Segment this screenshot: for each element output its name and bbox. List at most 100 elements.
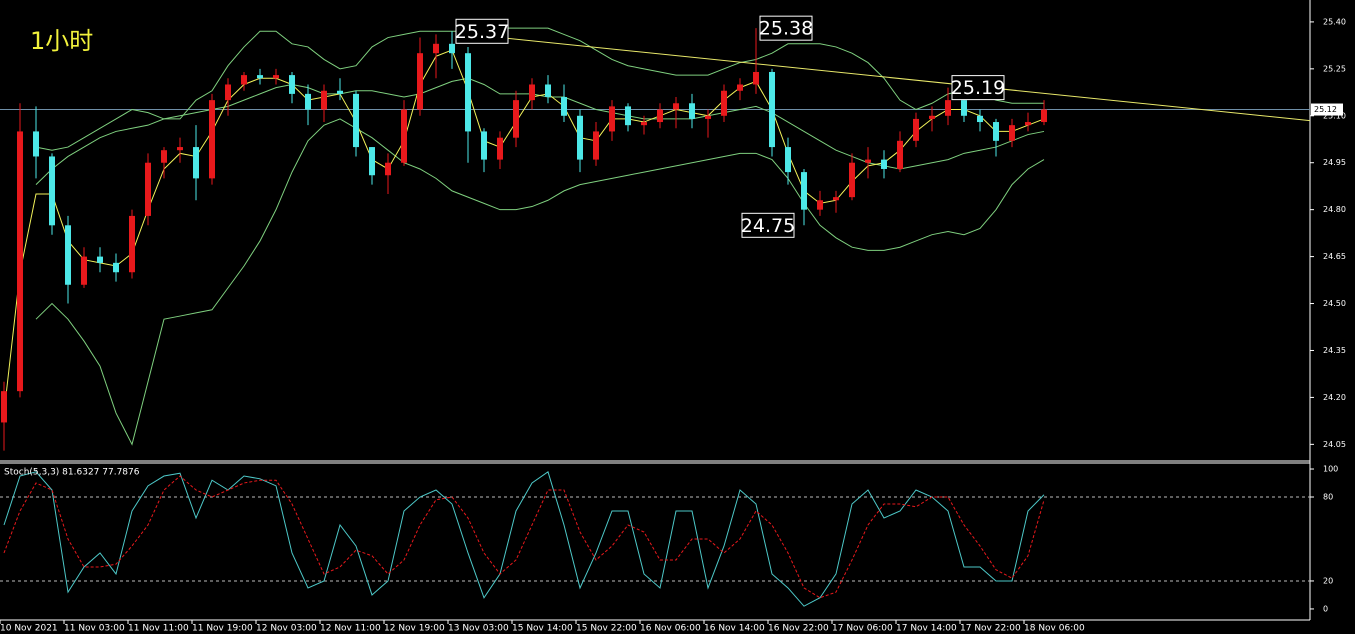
candle-body <box>49 156 55 226</box>
price-annotation: 24.75 <box>741 215 795 237</box>
price-annotation-box <box>951 75 1005 101</box>
x-tick-label: 15 Nov 22:00 <box>576 624 637 634</box>
x-tick-label: 16 Nov 06:00 <box>640 624 701 634</box>
candle-body <box>193 147 199 179</box>
candle-body <box>289 75 295 94</box>
y-tick-label: 24.95 <box>1323 158 1346 167</box>
candle-body <box>705 115 711 119</box>
candle-body <box>993 122 999 141</box>
chart-title: 1小时 <box>30 27 93 55</box>
candle-body <box>225 84 231 101</box>
candle-body <box>609 106 615 132</box>
x-tick-label: 17 Nov 22:00 <box>960 624 1021 634</box>
price-annotation: 25.19 <box>951 77 1005 99</box>
candle-body <box>689 103 695 119</box>
candle-body <box>17 131 23 392</box>
candle-body <box>241 75 247 85</box>
candle-body <box>721 90 727 116</box>
candle-body <box>369 147 375 176</box>
x-tick-label: 11 Nov 11:00 <box>128 624 189 634</box>
x-tick-label: 18 Nov 06:00 <box>1024 624 1085 634</box>
candle-body <box>305 93 311 110</box>
stoch-tick-label: 100 <box>1323 465 1338 474</box>
price-panel: 25.37 25.38 25.19 24.75 <box>0 15 1310 451</box>
candle-body <box>945 100 951 116</box>
stoch-signal <box>3 475 1045 599</box>
candle-body <box>33 131 39 157</box>
candle-body <box>129 215 135 273</box>
candle-body <box>881 159 887 169</box>
candle-body <box>673 103 679 110</box>
x-tick-label: 11 Nov 03:00 <box>64 624 125 634</box>
stoch-tick-label: 0 <box>1323 604 1328 613</box>
current-price-box <box>1311 103 1343 116</box>
candle-body <box>897 140 903 169</box>
y-tick-label: 24.35 <box>1323 346 1346 355</box>
candle-body <box>577 115 583 160</box>
candle-body <box>1025 122 1031 126</box>
candle-body <box>769 71 775 148</box>
candle-body <box>273 75 279 79</box>
candle-body <box>817 200 823 210</box>
candle-body <box>481 131 487 160</box>
candle-body <box>449 43 455 54</box>
candle-body <box>785 147 791 173</box>
candle-body <box>1 391 7 423</box>
candle-body <box>161 150 167 163</box>
candle-body <box>257 75 263 79</box>
x-tick-label: 15 Nov 14:00 <box>512 624 573 634</box>
price-annotation: 25.37 <box>455 21 509 43</box>
x-tick-label: 10 Nov 2021 <box>0 624 58 634</box>
x-tick-label: 13 Nov 03:00 <box>448 624 509 634</box>
candle-body <box>657 109 663 123</box>
candle-body <box>545 84 551 98</box>
candle-body <box>753 71 759 85</box>
candle-body <box>1041 109 1047 123</box>
stoch-label: Stoch(5,3,3) 81.6327 77.7876 <box>4 468 140 478</box>
candle-body <box>913 118 919 141</box>
candle-body <box>145 162 151 216</box>
candle-body <box>641 122 647 126</box>
y-tick-label: 24.20 <box>1323 393 1346 402</box>
candle-body <box>113 262 119 273</box>
candle-body <box>497 137 503 160</box>
x-tick-label: 16 Nov 14:00 <box>704 624 765 634</box>
y-tick-label: 24.80 <box>1323 205 1346 214</box>
x-tick-label: 12 Nov 03:00 <box>256 624 317 634</box>
y-tick-label: 25.40 <box>1323 17 1346 26</box>
price-annotation-box <box>759 15 813 41</box>
candle-body <box>65 225 71 285</box>
candle-body <box>97 256 103 263</box>
candle-body <box>321 90 327 110</box>
candle-body <box>417 53 423 110</box>
bollinger-lower <box>35 118 1045 446</box>
candle-body <box>337 90 343 94</box>
price-annotation-box <box>455 18 509 44</box>
y-tick-label: 25.10 <box>1323 111 1346 120</box>
stoch-main <box>3 471 1045 607</box>
price-annotation-box <box>741 212 795 238</box>
candle-body <box>977 115 983 123</box>
stoch-tick-label: 20 <box>1323 576 1333 585</box>
candle-body <box>1009 125 1015 141</box>
y-tick-label: 25.25 <box>1323 64 1346 73</box>
x-tick-label: 12 Nov 11:00 <box>320 624 381 634</box>
x-tick-label: 17 Nov 14:00 <box>896 624 957 634</box>
candle-body <box>593 131 599 160</box>
bollinger-upper <box>35 27 1044 151</box>
y-tick-label: 24.05 <box>1323 440 1346 449</box>
x-tick-label: 11 Nov 19:00 <box>192 624 253 634</box>
candle-body <box>353 93 359 148</box>
x-tick-label: 16 Nov 22:00 <box>768 624 829 634</box>
candle-body <box>513 100 519 138</box>
candle-body <box>209 100 215 179</box>
x-tick-label: 12 Nov 19:00 <box>384 624 445 634</box>
price-annotation: 25.38 <box>759 18 813 40</box>
moving-average <box>3 49 1045 414</box>
current-price-label: 25.12 <box>1314 105 1337 114</box>
trend-line <box>469 33 1310 122</box>
candle-body <box>561 97 567 116</box>
y-tick-label: 24.50 <box>1323 299 1346 308</box>
